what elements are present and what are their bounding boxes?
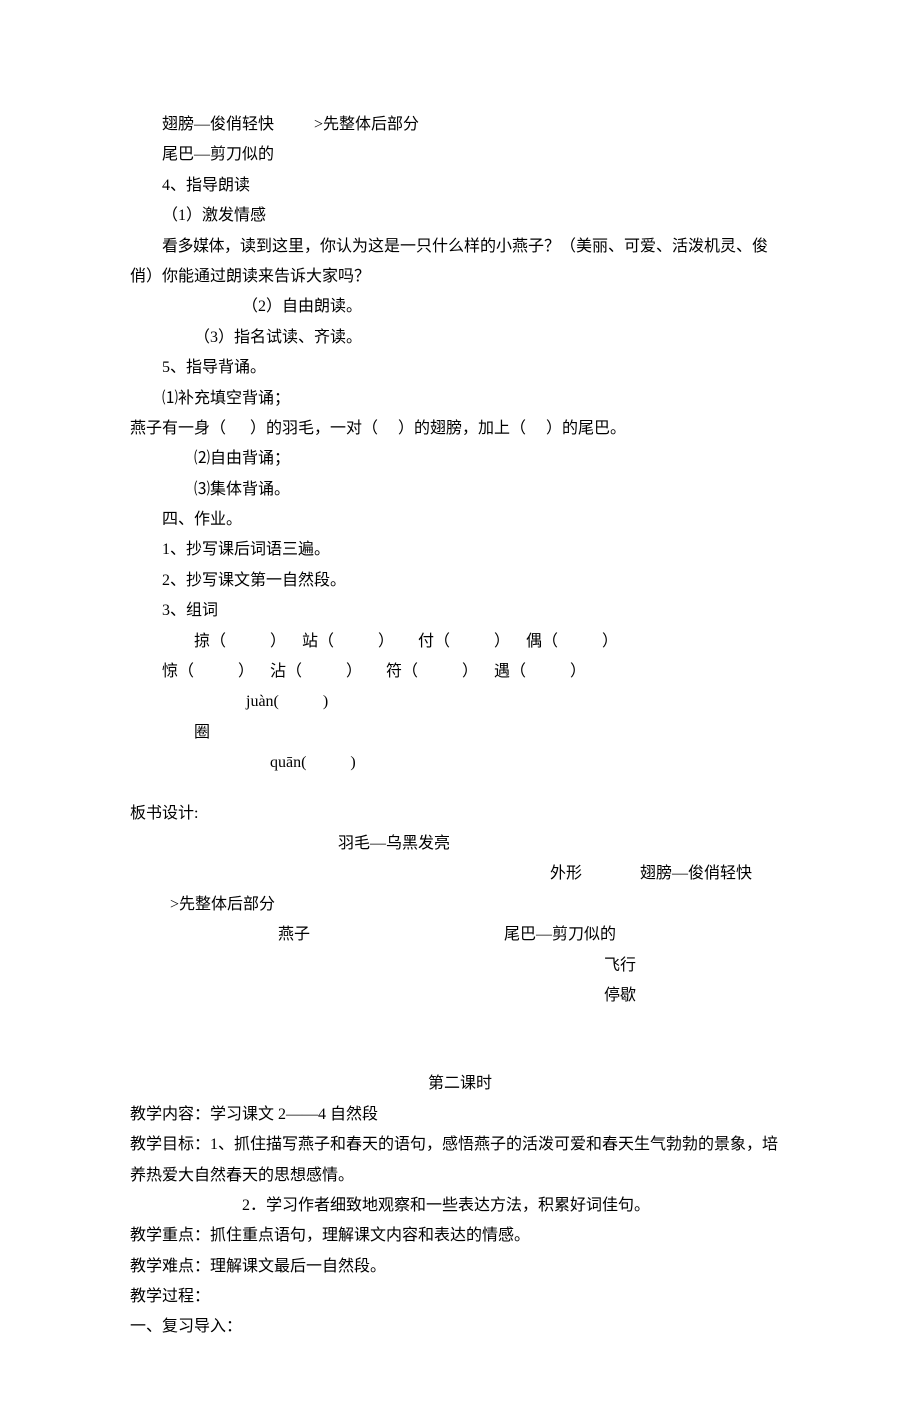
board-label: 燕子	[130, 920, 310, 950]
text-line: 2、抄写课文第一自然段。	[130, 566, 790, 596]
zuci-row: quān( )	[130, 748, 790, 778]
board-label: 外形	[130, 859, 582, 889]
zuci-row: 惊（ ） 沾（ ） 符（ ） 遇（ ）	[130, 657, 790, 687]
zuci-row: 圈	[130, 718, 790, 748]
text-line: 3、组词	[130, 596, 790, 626]
spacer	[130, 779, 790, 799]
text-line: 一、复习导入：	[130, 1312, 790, 1342]
document-page: 翅膀—俊俏轻快 >先整体后部分 尾巴—剪刀似的 4、指导朗读 （1）激发情感 看…	[0, 0, 920, 1403]
text-line: ⑵自由背诵；	[130, 444, 790, 474]
text-span: ，读到这里，你认为这是一只什么样的小燕子？（美丽、可爱、活泼机灵、俊	[224, 238, 768, 255]
text-line: 教学重点：抓住重点语句，理解课文内容和表达的情感。	[130, 1221, 790, 1251]
text-line: 俏）你能通过朗读来告诉大家吗？	[130, 262, 790, 292]
text-span: 看多媒体	[162, 238, 224, 255]
board-row: 羽毛—乌黑发亮	[130, 829, 790, 859]
text-line: 5、指导背诵。	[130, 353, 790, 383]
text-line: ⑶集体背诵。	[130, 475, 790, 505]
board-title: 板书设计:	[130, 799, 790, 829]
zuci-row: juàn( )	[130, 687, 790, 717]
text-line: 4、指导朗读	[130, 171, 790, 201]
board-row: 燕子 尾巴—剪刀似的	[130, 920, 790, 950]
board-text: 尾巴—剪刀似的	[310, 920, 616, 950]
text-line: （2）自由朗读。	[130, 292, 790, 322]
text-line: 四、作业。	[130, 505, 790, 535]
zuci-row: 掠（ ） 站（ ） 付（ ） 偶（ ）	[130, 627, 790, 657]
board-row: 停歇	[130, 981, 790, 1011]
lesson2-heading: 第二课时	[130, 1069, 790, 1099]
board-text: 翅膀—俊俏轻快	[582, 859, 752, 889]
text-line: 2．学习作者细致地观察和一些表达方法，积累好词佳句。	[130, 1191, 790, 1221]
text-line: 1、抄写课后词语三遍。	[130, 535, 790, 565]
board-row: 外形 翅膀—俊俏轻快	[130, 859, 790, 889]
text-line: 翅膀—俊俏轻快 >先整体后部分	[130, 110, 790, 140]
text-line: （1）激发情感	[130, 201, 790, 231]
text-line: 尾巴—剪刀似的	[130, 140, 790, 170]
text-line: 教学内容：学习课文 2——4 自然段	[130, 1100, 790, 1130]
text-line: 看多媒体，读到这里，你认为这是一只什么样的小燕子？（美丽、可爱、活泼机灵、俊	[130, 232, 790, 262]
text-line: 教学难点：理解课文最后一自然段。	[130, 1252, 790, 1282]
text-line: （3）指名试读、齐读。	[130, 323, 790, 353]
text-line: 教学过程：	[130, 1282, 790, 1312]
text-line: 燕子有一身（ ）的羽毛，一对（ ）的翅膀，加上（ ）的尾巴。	[130, 414, 790, 444]
board-row: >先整体后部分	[130, 890, 790, 920]
text-line: 教学目标：1、抓住描写燕子和春天的语句，感悟燕子的活泼可爱和春天生气勃勃的景象，…	[130, 1130, 790, 1191]
text-line: ⑴补充填空背诵；	[130, 384, 790, 414]
board-row: 飞行	[130, 951, 790, 981]
